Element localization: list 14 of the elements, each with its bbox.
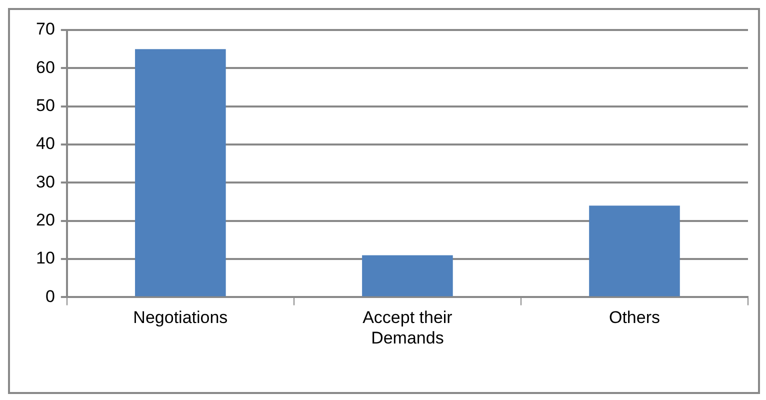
- x-tick-label: Accept their Demands: [362, 308, 453, 348]
- x-tick-label: Others: [608, 308, 660, 328]
- y-tick-label: 10: [36, 248, 55, 268]
- x-tick-label: Negotiations: [133, 308, 228, 328]
- y-tick-label: 40: [36, 134, 55, 154]
- y-tick-label: 30: [36, 172, 55, 192]
- bar: [135, 49, 226, 296]
- y-tick-label: 60: [36, 58, 55, 77]
- bar: [362, 255, 453, 296]
- bar: [589, 206, 680, 296]
- y-tick-label: 20: [36, 210, 55, 230]
- y-tick-label: 0: [45, 286, 55, 306]
- y-tick-label: 50: [36, 96, 55, 116]
- y-tick-label: 70: [36, 20, 55, 39]
